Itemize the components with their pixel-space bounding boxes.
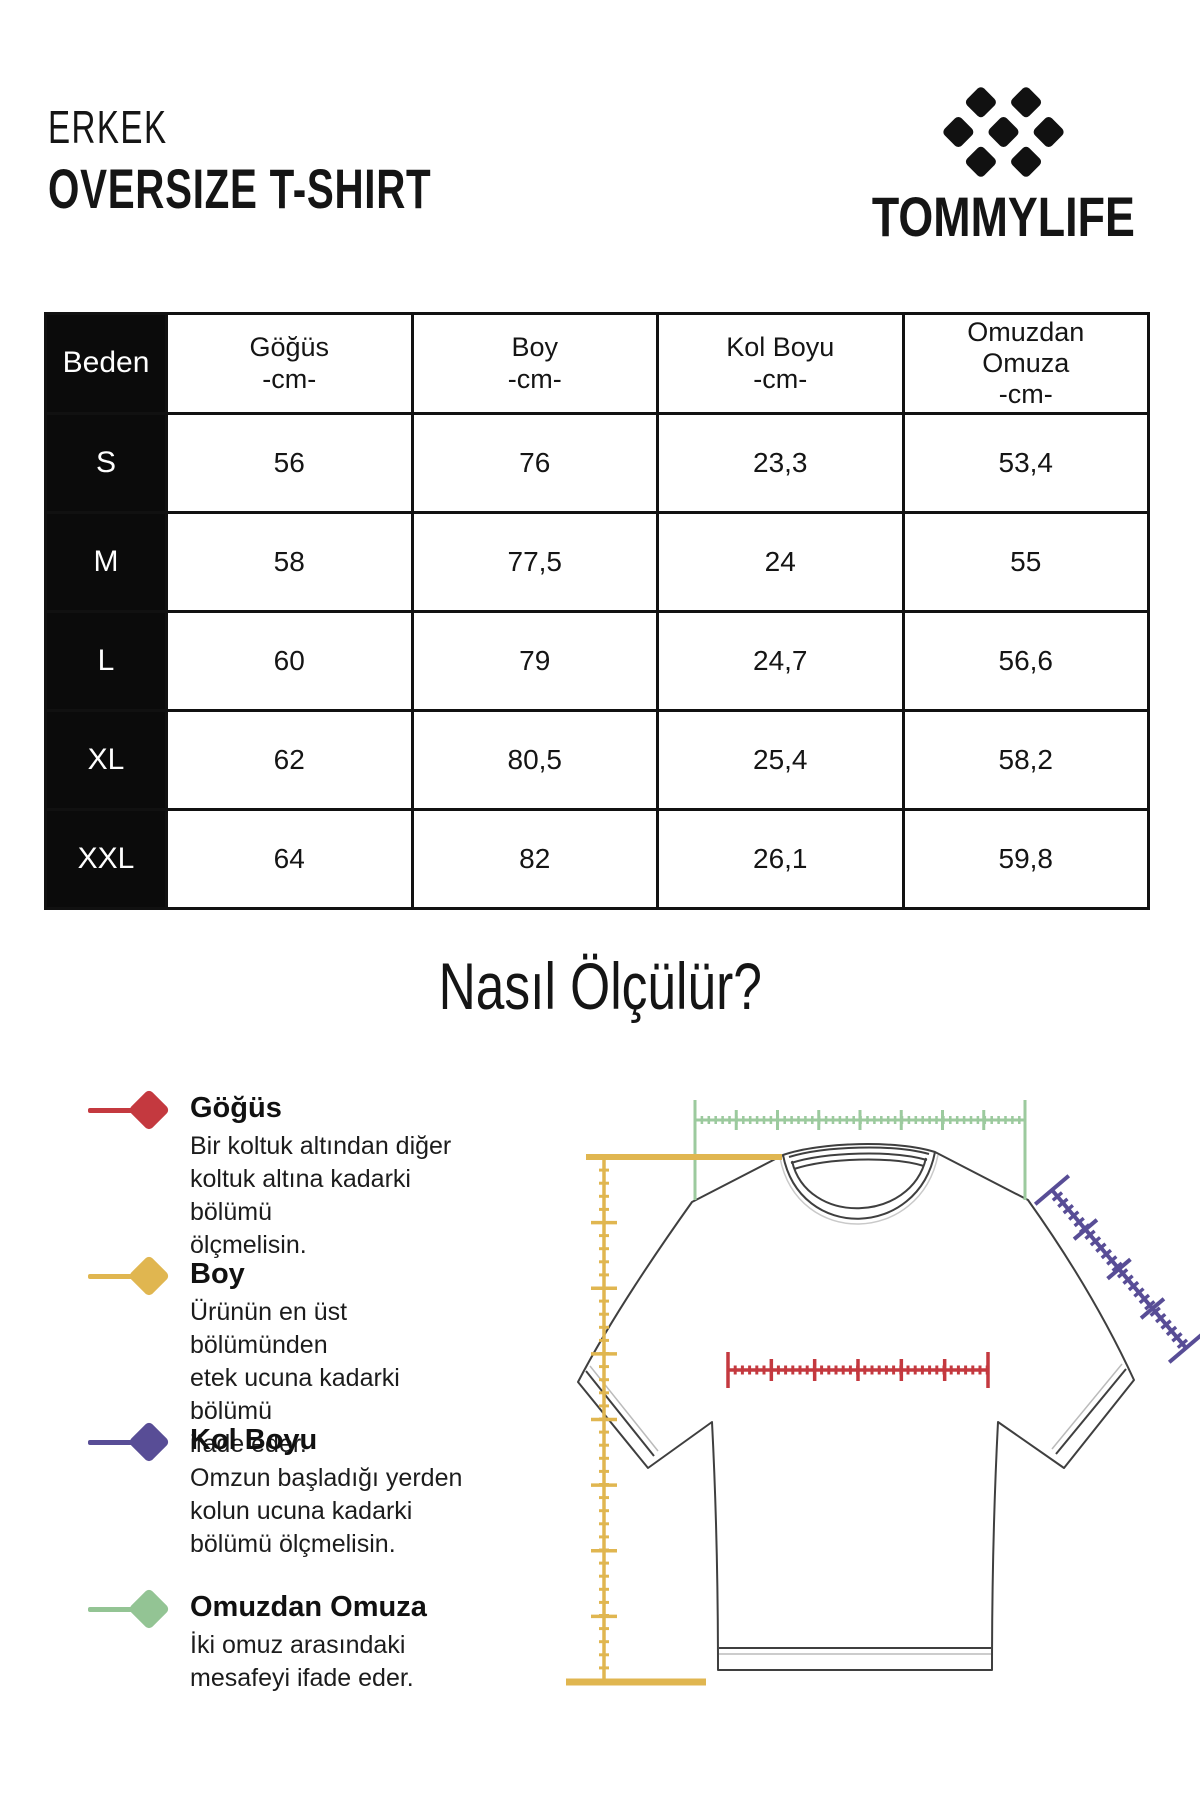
value-cell: 58 (165, 511, 414, 613)
table-row: XXL 64 82 26,1 59,8 (44, 808, 1150, 910)
value-cell: 55 (901, 511, 1150, 613)
value-cell: 53,4 (901, 412, 1150, 514)
column-header-chest: Göğüs -cm- (165, 312, 414, 415)
legend-description: Ürünün en üst bölümünden etek ucuna kada… (190, 1298, 400, 1458)
size-cell: XL (44, 709, 168, 811)
table-row: S 56 76 23,3 53,4 (44, 412, 1150, 514)
size-table: Beden Göğüs -cm- Boy -cm- Kol Boyu -cm- … (44, 312, 1150, 910)
value-cell: 80,5 (410, 709, 659, 811)
shoulder-diamond-icon (88, 1587, 171, 1631)
legend-description: Omzun başladığı yerden kolun ucuna kadar… (190, 1464, 463, 1558)
value-cell: 62 (165, 709, 414, 811)
table-row: XL 62 80,5 25,4 58,2 (44, 709, 1150, 811)
product-category-label: ERKEK (48, 101, 168, 153)
value-cell: 24 (656, 511, 905, 613)
legend-title: Göğüs (190, 1092, 282, 1124)
how-to-measure-heading: Nasıl Ölçülür? (0, 948, 1200, 1024)
chest-diamond-icon (88, 1088, 171, 1132)
value-cell: 60 (165, 610, 414, 712)
tshirt-outline (577, 1143, 1135, 1671)
product-title-block: ERKEK OVERSIZE T-SHIRT (48, 100, 581, 220)
product-name-label: OVERSIZE T-SHIRT (48, 157, 432, 220)
legend-title: Kol Boyu (190, 1424, 318, 1456)
tshirt-measurement-diagram (566, 1100, 1200, 1686)
size-cell: L (44, 610, 168, 712)
value-cell: 56 (165, 412, 414, 514)
value-cell: 56,6 (901, 610, 1150, 712)
value-cell: 59,8 (901, 808, 1150, 910)
table-row: M 58 77,5 24 55 (44, 511, 1150, 613)
value-cell: 82 (410, 808, 659, 910)
size-cell: XXL (44, 808, 168, 910)
legend-item-sleeve: Kol Boyu Omzun başladığı yerden kolun uc… (88, 1420, 488, 1561)
shoulder-ruler (693, 1100, 1027, 1200)
diamond-grid-logo-icon (943, 87, 1064, 177)
value-cell: 58,2 (901, 709, 1150, 811)
legend-item-length: Boy Ürünün en üst bölümünden etek ucuna … (88, 1254, 488, 1461)
value-cell: 25,4 (656, 709, 905, 811)
table-row: L 60 79 24,7 56,6 (44, 610, 1150, 712)
legend-item-chest: Göğüs Bir koltuk altından diğer koltuk a… (88, 1088, 488, 1262)
column-header-length: Boy -cm- (410, 312, 659, 415)
legend-title: Boy (190, 1258, 245, 1290)
value-cell: 77,5 (410, 511, 659, 613)
chest-ruler (726, 1352, 990, 1388)
legend-item-shoulder: Omuzdan Omuza İki omuz arasındaki mesafe… (88, 1587, 488, 1695)
legend-title: Omuzdan Omuza (190, 1591, 427, 1623)
value-cell: 64 (165, 808, 414, 910)
size-cell: S (44, 412, 168, 514)
brand-logo: TOMMYLIFE (853, 80, 1153, 246)
column-header-shoulder: Omuzdan Omuza -cm- (901, 312, 1150, 415)
column-header-sleeve: Kol Boyu -cm- (656, 312, 905, 415)
legend-description: İki omuz arasındaki mesafeyi ifade eder. (190, 1631, 414, 1692)
value-cell: 79 (410, 610, 659, 712)
product-name: OVERSIZE T-SHIRT (48, 158, 581, 220)
value-cell: 24,7 (656, 610, 905, 712)
how-to-measure-title: Nasıl Ölçülür? (438, 949, 762, 1023)
sleeve-ruler (1033, 1174, 1200, 1364)
brand-wordmark: TOMMYLIFE (871, 185, 1135, 248)
product-category: ERKEK (48, 100, 581, 154)
length-ruler (566, 1154, 782, 1686)
size-cell: M (44, 511, 168, 613)
value-cell: 76 (410, 412, 659, 514)
sleeve-diamond-icon (88, 1420, 171, 1464)
value-cell: 23,3 (656, 412, 905, 514)
size-column-header: Beden (44, 312, 168, 415)
length-diamond-icon (88, 1254, 171, 1298)
legend-description: Bir koltuk altından diğer koltuk altına … (190, 1132, 452, 1259)
value-cell: 26,1 (656, 808, 905, 910)
size-table-header-row: Beden Göğüs -cm- Boy -cm- Kol Boyu -cm- … (44, 312, 1150, 415)
